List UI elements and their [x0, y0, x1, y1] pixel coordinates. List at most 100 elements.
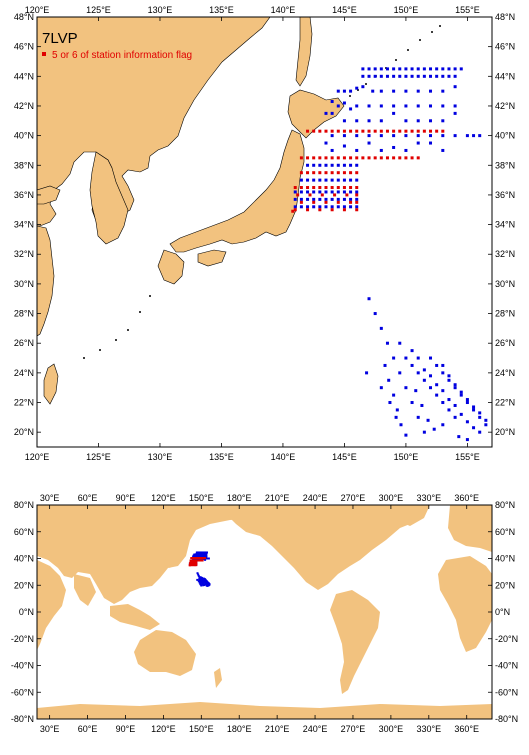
- station-point: [472, 405, 476, 409]
- lat-tick-label: -60°N: [11, 687, 34, 697]
- flagged-station-point: [349, 200, 353, 204]
- station-point: [336, 163, 340, 167]
- station-point: [416, 415, 420, 419]
- lon-tick-label: 210°E: [265, 724, 290, 734]
- station-point: [441, 371, 445, 375]
- station-point: [201, 582, 204, 585]
- station-point: [349, 178, 353, 182]
- station-point: [404, 89, 408, 93]
- lon-tick-label: 150°E: [189, 493, 214, 503]
- flagged-station-point: [330, 129, 334, 133]
- station-point: [426, 418, 430, 422]
- station-point: [416, 356, 420, 360]
- flagged-station-point: [195, 560, 198, 563]
- station-point: [324, 197, 328, 201]
- station-point: [453, 104, 457, 108]
- station-point: [199, 578, 202, 581]
- lat-tick-label: 48°N: [14, 12, 34, 22]
- lon-tick-label: 90°E: [116, 493, 136, 503]
- lat-tick-label: 30°N: [495, 279, 515, 289]
- station-point: [453, 111, 457, 115]
- south-america: [330, 590, 380, 694]
- station-point: [416, 104, 420, 108]
- lat-tick-label: 42°N: [14, 101, 34, 111]
- station-point: [420, 403, 424, 407]
- station-point: [205, 553, 208, 556]
- lon-tick-label: 120°E: [25, 5, 50, 15]
- flagged-station-point: [318, 156, 322, 160]
- flagged-station-point: [355, 129, 359, 133]
- flagged-station-point: [355, 200, 359, 204]
- flagged-station-point: [361, 156, 365, 160]
- station-point: [435, 363, 439, 367]
- lon-tick-label: 90°E: [116, 724, 136, 734]
- flagged-station-point: [201, 559, 204, 562]
- station-point: [312, 197, 316, 201]
- station-point: [398, 67, 402, 71]
- flagged-station-point: [192, 564, 195, 567]
- regional-map: 120°E 125°E 130°E 135°E 140°E 145°E 150°E 155°E…: [14, 5, 515, 462]
- flagged-station-point: [441, 129, 445, 133]
- station-point: [404, 119, 408, 123]
- lon-tick-label: 360°E: [454, 724, 479, 734]
- ryukyu-islands: [83, 295, 151, 359]
- station-point: [197, 553, 200, 556]
- lat-tick-label: 38°N: [495, 160, 515, 170]
- lon-tick-label: 120°E: [25, 452, 50, 462]
- flagged-station-point: [355, 156, 359, 160]
- lat-tick-label: 46°N: [495, 42, 515, 52]
- station-point: [367, 67, 371, 71]
- flagged-station-point: [336, 171, 340, 175]
- station-point: [312, 178, 316, 182]
- station-point: [373, 74, 377, 78]
- flagged-station-point: [404, 156, 408, 160]
- station-point: [205, 557, 208, 560]
- lon-tick-label: 120°E: [151, 724, 176, 734]
- station-point: [336, 197, 340, 201]
- lon-tick-label: 240°E: [303, 493, 328, 503]
- lat-tick-label: -60°N: [495, 687, 518, 697]
- station-point: [342, 205, 346, 209]
- flagged-station-point: [342, 171, 346, 175]
- flagged-station-point: [330, 171, 334, 175]
- lat-tick-label: 34°N: [495, 220, 515, 230]
- flagged-station-point: [416, 129, 420, 133]
- station-point: [394, 415, 398, 419]
- flagged-station-point: [324, 186, 328, 190]
- station-point: [198, 576, 201, 579]
- flagged-station-point: [355, 186, 359, 190]
- station-point: [205, 555, 208, 558]
- china-coast: [37, 225, 55, 337]
- station-point: [441, 89, 445, 93]
- station-point: [324, 163, 328, 167]
- station-point: [465, 401, 469, 405]
- station-point: [465, 438, 469, 442]
- station-point: [324, 178, 328, 182]
- flagged-station-point: [342, 208, 346, 212]
- sakhalin: [295, 17, 313, 87]
- lat-tick-label: 60°N: [14, 527, 34, 537]
- station-point: [342, 144, 346, 148]
- flagged-station-point: [306, 129, 310, 133]
- station-point: [355, 119, 359, 123]
- station-point: [201, 553, 204, 556]
- station-point: [429, 356, 433, 360]
- station-point: [336, 178, 340, 182]
- station-point: [312, 205, 316, 209]
- flagged-station-point: [308, 193, 312, 197]
- station-point: [200, 553, 203, 556]
- station-point: [197, 580, 200, 583]
- station-point: [465, 420, 469, 424]
- station-point: [465, 398, 469, 402]
- flagged-station-point: [342, 186, 346, 190]
- station-point: [435, 383, 439, 387]
- flagged-station-point: [299, 171, 303, 175]
- lon-tick-label: 270°E: [341, 493, 366, 503]
- station-point: [318, 205, 322, 209]
- lat-tick-label: 44°N: [14, 71, 34, 81]
- station-point: [200, 580, 203, 583]
- station-point: [385, 341, 389, 345]
- se-asia: [110, 604, 160, 630]
- flagged-station-point: [299, 200, 303, 204]
- station-point: [371, 89, 375, 93]
